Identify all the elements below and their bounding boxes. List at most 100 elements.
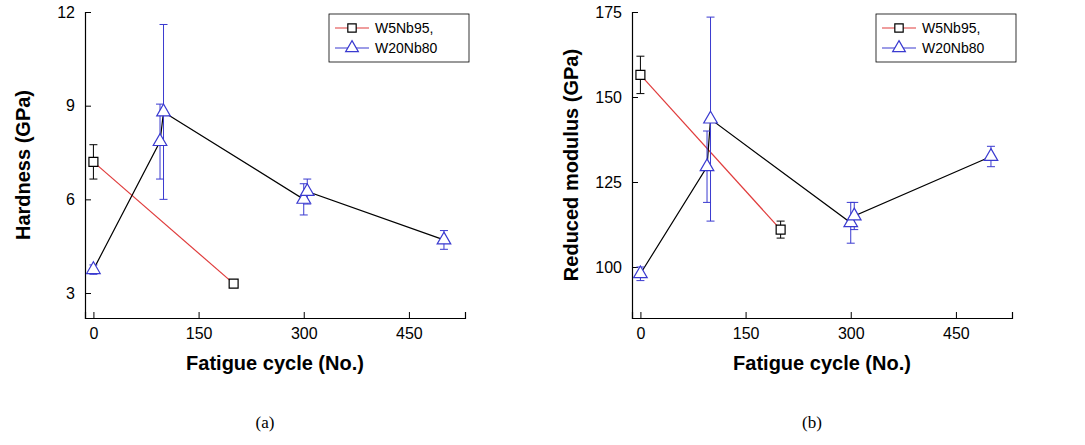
marker	[984, 149, 998, 161]
legend-box	[329, 14, 469, 62]
error-bar	[777, 221, 785, 238]
x-tick-mark	[640, 312, 641, 318]
error-bar-cap	[300, 214, 308, 215]
x-tick-mark	[746, 312, 747, 318]
y-tick: 6	[66, 191, 91, 208]
y-tick-mark	[632, 182, 638, 183]
x-tick-mark	[956, 312, 957, 318]
y-tick-mark	[85, 106, 91, 107]
error-bar-cap	[703, 131, 711, 132]
y-tick-label: 6	[66, 191, 75, 208]
error-bar-cap	[636, 56, 644, 57]
marker	[776, 225, 785, 234]
x-tick-label: 150	[186, 325, 213, 342]
y-tick-mark	[632, 97, 638, 98]
marker	[634, 266, 648, 278]
error-bar-cap	[777, 238, 785, 239]
panel: 0150300450100125150175Fatigue cycle (No.…	[560, 4, 1016, 432]
legend-entry: W20Nb80	[882, 40, 984, 56]
error-bar-cap	[707, 17, 715, 18]
plot-area	[87, 24, 451, 288]
legend-box	[876, 14, 1016, 62]
y-tick-label: 150	[595, 89, 622, 106]
error-bar-cap	[850, 229, 858, 230]
x-axis: 0150300450	[633, 312, 1013, 342]
legend-entry: W20Nb80	[335, 40, 437, 56]
legend-label: W5Nb95,	[922, 20, 980, 36]
marker	[89, 157, 98, 166]
x-tick-label: 300	[838, 325, 865, 342]
x-tick: 0	[89, 312, 98, 342]
error-bar-cap	[440, 249, 448, 250]
error-bar-cap	[636, 93, 644, 94]
error-bar-cap	[703, 202, 711, 203]
y-tick-label: 9	[66, 97, 75, 114]
panel: 015030045036912Fatigue cycle (No.)Hardne…	[12, 4, 469, 432]
x-axis-line	[86, 312, 466, 319]
x-tick-mark	[851, 312, 852, 318]
x-tick-label: 450	[943, 325, 970, 342]
x-tick: 300	[838, 312, 865, 342]
marker	[157, 104, 171, 116]
marker	[300, 184, 314, 196]
y-tick: 100	[595, 259, 638, 276]
legend-marker	[348, 24, 356, 32]
y-tick-label: 3	[66, 285, 75, 302]
y-tick: 9	[66, 97, 91, 114]
x-tick-mark	[199, 312, 200, 318]
error-bar-cap	[987, 166, 995, 167]
x-tick: 450	[396, 312, 423, 342]
figure: 015030045036912Fatigue cycle (No.)Hardne…	[0, 0, 1085, 445]
x-axis: 0 150 300 450	[86, 312, 466, 342]
x-tick-mark	[409, 312, 410, 318]
error-bar-cap	[847, 243, 855, 244]
error-bar-cap	[303, 179, 311, 180]
x-tick: 450	[943, 312, 970, 342]
error-bar-cap	[156, 179, 164, 180]
legend-marker	[893, 41, 906, 52]
error-bar-cap	[987, 146, 995, 147]
error-bar-cap	[777, 221, 785, 222]
x-tick-label: 150	[733, 325, 760, 342]
legend-entry: W5Nb95,	[335, 20, 433, 36]
error-bar-cap	[707, 221, 715, 222]
error-bar-cap	[89, 179, 97, 180]
marker	[229, 279, 238, 288]
y-tick-label: 125	[595, 174, 622, 191]
y-tick-mark	[85, 199, 91, 200]
y-tick-label: 12	[57, 4, 75, 21]
legend: W5Nb95, W20Nb80	[329, 14, 469, 62]
x-tick-label: 300	[291, 325, 318, 342]
series-line	[640, 119, 991, 274]
caption: (a)	[256, 413, 275, 432]
legend-marker	[346, 41, 359, 52]
legend-marker	[895, 24, 903, 32]
legend-label: W5Nb95,	[375, 20, 433, 36]
marker	[87, 262, 101, 274]
x-axis-title: Fatigue cycle (No.)	[733, 352, 911, 374]
marker	[636, 70, 645, 79]
x-tick-label: 450	[396, 325, 423, 342]
legend-entry: W5Nb95,	[882, 20, 980, 36]
error-bar-cap	[160, 199, 168, 200]
y-axis: 100 125 150 175	[595, 4, 638, 319]
error-bar	[636, 56, 644, 93]
error-bar-cap	[850, 202, 858, 203]
x-axis-line	[633, 312, 1013, 319]
y-axis: 3 6 9 12	[57, 4, 91, 319]
caption: (b)	[802, 413, 822, 432]
x-tick-label: 0	[89, 325, 98, 342]
error-bar	[89, 145, 97, 179]
y-tick-label: 100	[595, 259, 622, 276]
y-tick: 3	[66, 285, 91, 302]
y-axis-title: Reduced modulus (GPa)	[560, 49, 582, 281]
y-tick-mark	[85, 12, 91, 13]
marker	[153, 134, 167, 146]
legend-label: W20Nb80	[922, 40, 984, 56]
y-tick: 175	[595, 4, 638, 21]
marker	[437, 232, 451, 244]
x-tick: 300	[291, 312, 318, 342]
y-tick: 12	[57, 4, 91, 21]
error-bar-cap	[89, 144, 97, 145]
x-tick: 150	[733, 312, 760, 342]
